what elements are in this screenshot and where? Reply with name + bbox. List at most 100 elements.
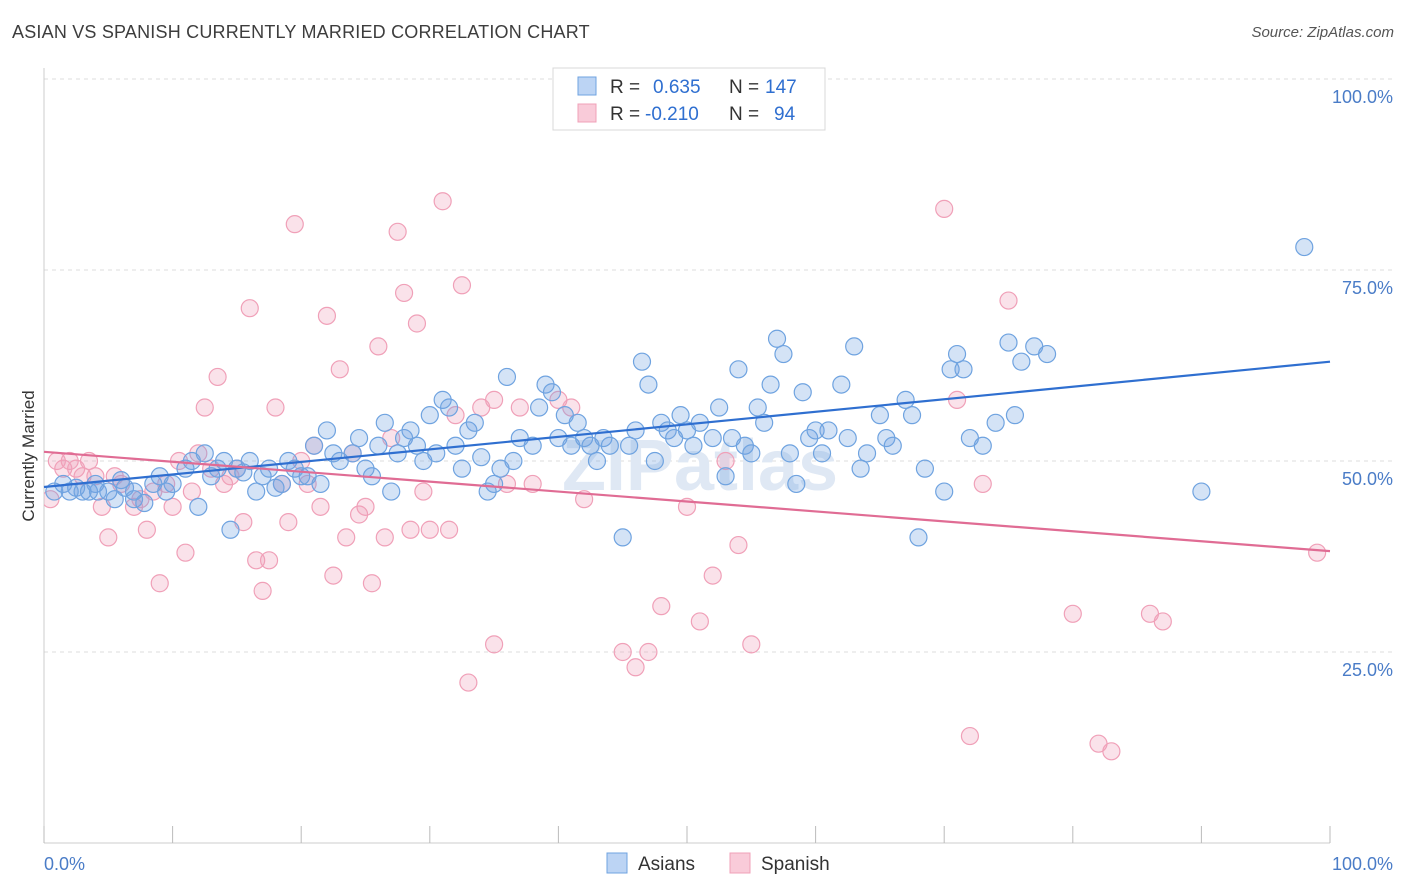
legend-r-label-asians: R = <box>610 77 640 98</box>
data-point-asians <box>304 436 324 455</box>
data-point-asians <box>793 383 812 402</box>
data-point-spanish <box>1153 612 1172 631</box>
data-point-asians <box>999 333 1018 352</box>
data-point-asians <box>845 337 864 356</box>
data-point-asians <box>851 459 870 478</box>
bottom-legend-asians: Asians <box>638 854 695 875</box>
data-point-asians <box>780 444 799 463</box>
data-point-spanish <box>562 398 581 417</box>
data-point-spanish <box>510 398 529 417</box>
data-point-spanish <box>401 520 420 539</box>
data-point-asians <box>343 444 362 463</box>
data-point-spanish <box>79 451 99 471</box>
axes <box>43 68 1331 844</box>
data-point-asians <box>311 474 330 494</box>
y-tick-label: 100.0% <box>1332 87 1393 107</box>
data-point-asians <box>632 352 652 371</box>
data-point-asians <box>645 451 664 471</box>
data-point-asians <box>272 474 292 494</box>
data-point-spanish <box>935 199 954 218</box>
data-point-asians <box>832 375 851 394</box>
data-point-spanish <box>433 192 452 211</box>
data-point-spanish <box>176 543 195 562</box>
data-point-spanish <box>99 528 118 547</box>
data-point-asians <box>221 520 240 539</box>
data-point-spanish <box>60 451 79 471</box>
data-point-asians <box>954 360 973 379</box>
data-point-spanish <box>324 566 343 585</box>
y-tick-label: 75.0% <box>1342 278 1393 298</box>
data-point-spanish <box>420 520 439 539</box>
x-tick-label: 0.0% <box>44 854 85 874</box>
data-point-asians <box>767 329 787 348</box>
data-point-spanish <box>375 528 394 547</box>
data-point-spanish <box>259 551 279 570</box>
data-point-asians <box>485 474 504 494</box>
data-point-asians <box>317 421 337 440</box>
trend-lines <box>43 360 1331 553</box>
data-point-spanish <box>690 612 709 631</box>
data-point-spanish <box>652 597 671 616</box>
bottom-legend-swatch-spanish <box>729 852 751 874</box>
data-point-asians <box>735 436 754 455</box>
data-point-spanish <box>1308 543 1327 562</box>
trend-line-asians <box>43 360 1331 489</box>
data-point-asians <box>1192 482 1211 501</box>
data-point-asians <box>124 490 144 509</box>
data-point-asians <box>761 375 780 394</box>
data-point-spanish <box>485 390 504 409</box>
data-point-spanish <box>742 635 761 654</box>
data-point-asians <box>800 428 819 448</box>
data-point-asians <box>88 482 108 501</box>
data-point-spanish <box>716 451 735 471</box>
data-point-spanish <box>317 306 337 325</box>
data-point-asians <box>600 436 619 455</box>
data-point-spanish <box>1063 604 1082 623</box>
data-point-spanish <box>311 497 330 516</box>
data-point-spanish <box>999 291 1018 310</box>
data-point-spanish <box>639 642 658 662</box>
data-point-asians <box>240 451 259 471</box>
data-point-spanish <box>240 299 259 318</box>
data-point-asians <box>157 482 176 501</box>
legend-swatch-spanish <box>577 103 597 123</box>
data-point-asians <box>716 467 735 486</box>
y-tick-label: 50.0% <box>1342 469 1393 489</box>
data-point-spanish <box>285 215 304 234</box>
data-point-asians <box>806 421 825 440</box>
data-point-spanish <box>137 520 156 539</box>
gridlines <box>44 78 1394 653</box>
data-point-spanish <box>298 474 317 494</box>
y-axis-label: Currently Married <box>19 390 38 521</box>
data-point-asians <box>710 398 729 417</box>
data-point-asians <box>195 444 214 463</box>
data-point-asians <box>838 428 857 448</box>
data-point-asians <box>703 428 722 448</box>
data-point-asians <box>472 448 491 467</box>
data-point-asians <box>729 360 748 379</box>
data-point-asians <box>1005 406 1025 425</box>
legend-n-label-spanish: N = <box>729 104 759 125</box>
data-point-spanish <box>973 474 992 494</box>
data-point-spanish <box>124 497 144 516</box>
data-point-asians <box>420 406 439 425</box>
data-point-spanish <box>182 482 201 501</box>
data-point-spanish <box>150 574 169 593</box>
data-point-asians <box>896 390 915 409</box>
watermark: ZIPatlas <box>562 426 838 506</box>
trend-line-spanish <box>43 450 1331 553</box>
data-point-asians <box>935 482 954 501</box>
data-point-asians <box>536 375 555 394</box>
data-point-spanish <box>439 520 459 539</box>
data-point-asians <box>375 413 394 432</box>
data-point-asians <box>1012 352 1031 371</box>
data-point-asians <box>671 406 690 425</box>
data-point-spanish <box>247 551 266 570</box>
data-point-spanish <box>266 398 285 417</box>
data-point-asians <box>755 413 774 432</box>
data-point-spanish <box>485 635 504 654</box>
data-point-spanish <box>947 390 967 409</box>
data-point-spanish <box>349 505 369 524</box>
data-point-spanish <box>337 528 356 547</box>
data-point-asians <box>941 360 960 379</box>
